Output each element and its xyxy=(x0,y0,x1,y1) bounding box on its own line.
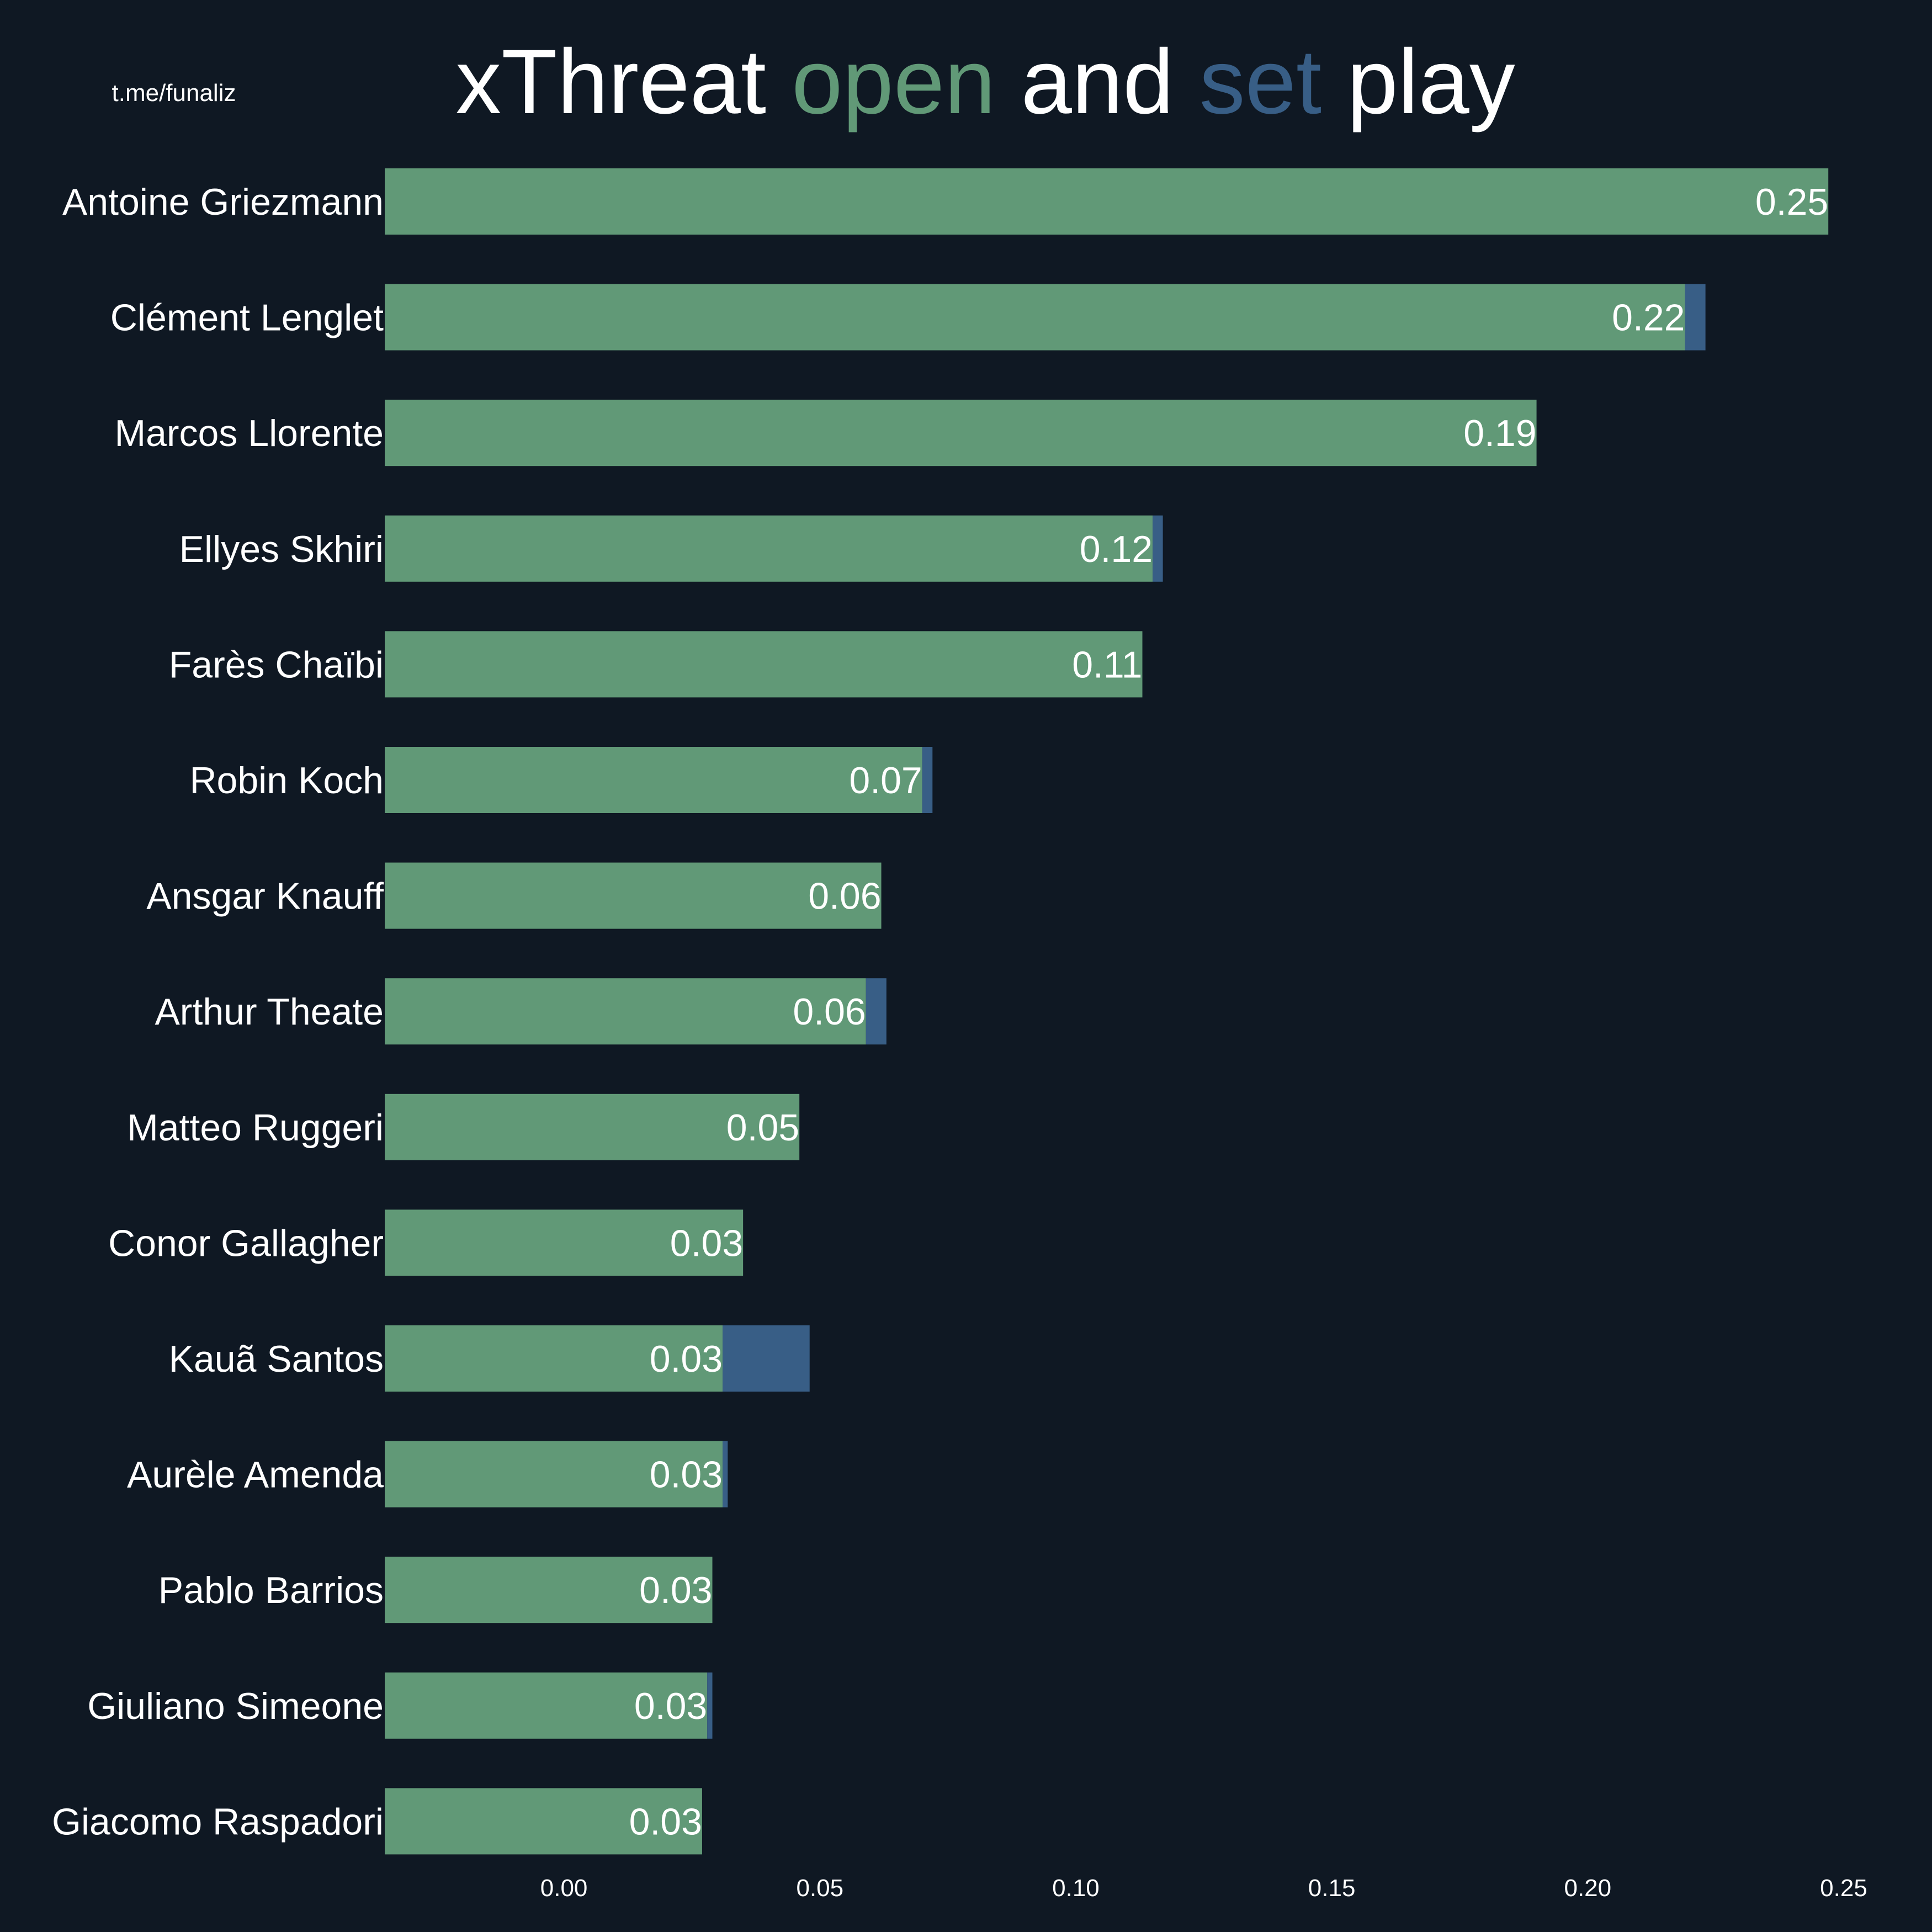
bar-open xyxy=(385,1325,723,1392)
category-label: Arthur Theate xyxy=(155,991,384,1033)
x-axis-ticks-group: 0.00 0.05 0.10 0.15 0.20 0.25 xyxy=(540,1875,1867,1902)
title-set-word: set xyxy=(1199,31,1321,133)
bar-open xyxy=(385,1441,723,1508)
data-label: 0.07 xyxy=(849,760,922,802)
data-label: 0.25 xyxy=(1755,181,1828,223)
x-tick-label: 0.25 xyxy=(1820,1875,1867,1902)
data-label: 0.03 xyxy=(629,1801,702,1843)
bar-open xyxy=(385,978,866,1045)
bar-set xyxy=(723,1325,810,1392)
category-label: Giacomo Raspadori xyxy=(52,1801,384,1843)
bar-open xyxy=(385,1209,744,1276)
data-label: 0.05 xyxy=(726,1107,799,1149)
data-label: 0.19 xyxy=(1463,412,1536,454)
title-open-word: open xyxy=(792,31,995,133)
category-label: Ansgar Knauff xyxy=(146,875,384,917)
x-tick-label: 0.05 xyxy=(796,1875,843,1902)
chart-title: xThreat open and set play xyxy=(455,31,1515,133)
data-labels-group: 0.25 0.22 0.19 0.12 0.11 0.07 0.06 0.06 0.05 0.03… xyxy=(629,181,1829,1843)
category-label: Pablo Barrios xyxy=(158,1569,384,1611)
category-label: Marcos Llorente xyxy=(114,412,384,454)
category-label: Antoine Griezmann xyxy=(62,181,384,223)
data-label: 0.11 xyxy=(1072,644,1142,686)
bar-open xyxy=(385,747,922,813)
category-label: Farès Chaïbi xyxy=(169,644,384,686)
category-label: Ellyes Skhiri xyxy=(179,528,384,570)
bar-open xyxy=(385,400,1537,466)
bar-open xyxy=(385,862,882,929)
x-tick-label: 0.00 xyxy=(540,1875,588,1902)
category-label: Robin Koch xyxy=(189,760,384,802)
data-label: 0.03 xyxy=(670,1222,743,1264)
category-label: Kauã Santos xyxy=(169,1338,384,1380)
bar-set xyxy=(866,978,887,1045)
bar-open xyxy=(385,1672,708,1739)
data-label: 0.22 xyxy=(1612,297,1685,339)
data-label: 0.03 xyxy=(634,1685,707,1727)
x-tick-label: 0.10 xyxy=(1052,1875,1100,1902)
category-label: Matteo Ruggeri xyxy=(127,1107,384,1149)
watermark: t.me/funaliz xyxy=(112,79,236,107)
data-label: 0.06 xyxy=(793,991,866,1033)
bar-set xyxy=(1685,284,1706,351)
bar-open xyxy=(385,515,1153,582)
title-part-3: and xyxy=(995,31,1199,133)
category-label: Conor Gallagher xyxy=(108,1222,384,1264)
bar-open xyxy=(385,1557,713,1623)
data-label: 0.03 xyxy=(650,1338,723,1380)
category-label: Clément Lenglet xyxy=(110,297,384,339)
bar-set xyxy=(1153,515,1163,582)
x-tick-label: 0.15 xyxy=(1308,1875,1356,1902)
bar-open xyxy=(385,284,1685,351)
title-part-5: play xyxy=(1321,31,1515,133)
bar-set xyxy=(707,1672,713,1739)
bar-set xyxy=(922,747,933,813)
category-label: Giuliano Simeone xyxy=(87,1685,384,1727)
x-tick-label: 0.20 xyxy=(1564,1875,1611,1902)
bar-open xyxy=(385,1094,800,1160)
data-label: 0.06 xyxy=(808,875,881,917)
bar-open xyxy=(385,631,1143,698)
bar-open xyxy=(385,1788,702,1855)
category-label: Aurèle Amenda xyxy=(127,1454,384,1496)
bar-set xyxy=(723,1441,728,1508)
data-label: 0.03 xyxy=(650,1454,723,1496)
data-label: 0.12 xyxy=(1080,528,1153,570)
category-labels-group: Antoine Griezmann Clément Lenglet Marcos L… xyxy=(52,181,384,1843)
data-label: 0.03 xyxy=(639,1569,712,1611)
bar-open xyxy=(385,168,1829,235)
title-part-1: xThreat xyxy=(455,31,792,133)
bars-group xyxy=(385,168,1829,1855)
